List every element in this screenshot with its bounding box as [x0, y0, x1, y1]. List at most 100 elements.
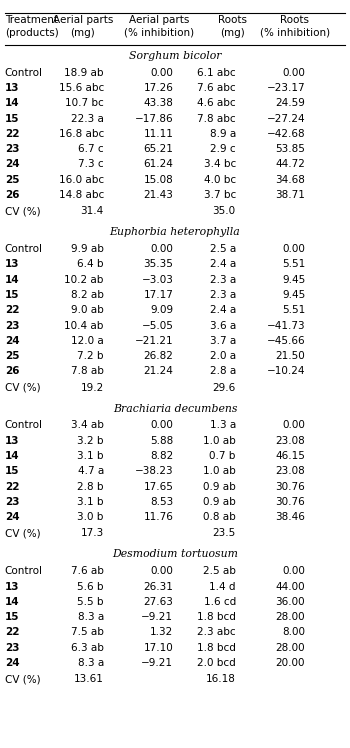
Text: 21.43: 21.43 — [144, 190, 173, 200]
Text: 8.2 ab: 8.2 ab — [71, 290, 104, 300]
Text: 11.11: 11.11 — [144, 129, 173, 139]
Text: 24: 24 — [5, 159, 20, 170]
Text: 2.5 a: 2.5 a — [210, 244, 236, 254]
Text: 14: 14 — [5, 275, 20, 285]
Text: Roots: Roots — [218, 15, 247, 25]
Text: 13.61: 13.61 — [74, 674, 104, 684]
Text: −27.24: −27.24 — [267, 114, 305, 123]
Text: 17.10: 17.10 — [144, 643, 173, 653]
Text: 4.7 a: 4.7 a — [78, 466, 104, 476]
Text: 3.6 a: 3.6 a — [210, 321, 236, 331]
Text: 9.0 ab: 9.0 ab — [71, 305, 104, 315]
Text: 9.09: 9.09 — [150, 305, 173, 315]
Text: 26.82: 26.82 — [144, 351, 173, 361]
Text: 7.6 ab: 7.6 ab — [71, 566, 104, 576]
Text: 0.00: 0.00 — [282, 244, 305, 254]
Text: 17.3: 17.3 — [80, 528, 104, 539]
Text: CV (%): CV (%) — [5, 206, 41, 216]
Text: 1.3 a: 1.3 a — [210, 420, 236, 430]
Text: −3.03: −3.03 — [141, 275, 173, 285]
Text: −9.21: −9.21 — [141, 658, 173, 668]
Text: (mg): (mg) — [220, 28, 245, 38]
Text: 3.1 b: 3.1 b — [77, 497, 104, 507]
Text: 4.6 abc: 4.6 abc — [197, 98, 236, 108]
Text: 2.4 a: 2.4 a — [210, 260, 236, 269]
Text: 0.00: 0.00 — [282, 67, 305, 78]
Text: 1.0 ab: 1.0 ab — [203, 436, 236, 446]
Text: 23: 23 — [5, 497, 19, 507]
Text: 23.08: 23.08 — [275, 466, 305, 476]
Text: 0.00: 0.00 — [150, 420, 173, 430]
Text: Control: Control — [5, 244, 43, 254]
Text: 21.24: 21.24 — [144, 367, 173, 376]
Text: −41.73: −41.73 — [267, 321, 305, 331]
Text: 1.32: 1.32 — [150, 628, 173, 637]
Text: (mg): (mg) — [71, 28, 95, 38]
Text: 3.4 bc: 3.4 bc — [203, 159, 236, 170]
Text: 2.4 a: 2.4 a — [210, 305, 236, 315]
Text: 1.6 cd: 1.6 cd — [203, 597, 236, 607]
Text: 12.0 a: 12.0 a — [71, 336, 104, 346]
Text: 5.6 b: 5.6 b — [77, 581, 104, 592]
Text: 46.15: 46.15 — [275, 451, 305, 461]
Text: −23.17: −23.17 — [267, 83, 305, 93]
Text: −42.68: −42.68 — [267, 129, 305, 139]
Text: 22: 22 — [5, 482, 19, 491]
Text: 8.3 a: 8.3 a — [78, 658, 104, 668]
Text: 0.00: 0.00 — [150, 566, 173, 576]
Text: 22: 22 — [5, 305, 19, 315]
Text: 28.00: 28.00 — [275, 612, 305, 622]
Text: (% inhibition): (% inhibition) — [260, 28, 330, 38]
Text: (% inhibition): (% inhibition) — [124, 28, 195, 38]
Text: 15: 15 — [5, 114, 19, 123]
Text: 2.0 bcd: 2.0 bcd — [197, 658, 236, 668]
Text: Control: Control — [5, 420, 43, 430]
Text: 2.8 b: 2.8 b — [77, 482, 104, 491]
Text: CV (%): CV (%) — [5, 528, 41, 539]
Text: 23.5: 23.5 — [212, 528, 236, 539]
Text: 25: 25 — [5, 175, 19, 185]
Text: 6.7 c: 6.7 c — [78, 144, 104, 154]
Text: 2.3 a: 2.3 a — [210, 275, 236, 285]
Text: 3.2 b: 3.2 b — [77, 436, 104, 446]
Text: −21.21: −21.21 — [135, 336, 173, 346]
Text: 3.1 b: 3.1 b — [77, 451, 104, 461]
Text: −9.21: −9.21 — [141, 612, 173, 622]
Text: 13: 13 — [5, 436, 19, 446]
Text: −17.86: −17.86 — [135, 114, 173, 123]
Text: 24.59: 24.59 — [275, 98, 305, 108]
Text: 6.4 b: 6.4 b — [77, 260, 104, 269]
Text: 26.31: 26.31 — [144, 581, 173, 592]
Text: 2.9 c: 2.9 c — [210, 144, 236, 154]
Text: 27.63: 27.63 — [144, 597, 173, 607]
Text: 38.71: 38.71 — [275, 190, 305, 200]
Text: 22: 22 — [5, 129, 19, 139]
Text: 5.51: 5.51 — [282, 260, 305, 269]
Text: 38.46: 38.46 — [275, 512, 305, 522]
Text: 3.0 b: 3.0 b — [77, 512, 104, 522]
Text: 0.00: 0.00 — [282, 566, 305, 576]
Text: 15: 15 — [5, 466, 19, 476]
Text: 44.72: 44.72 — [275, 159, 305, 170]
Text: 16.8 abc: 16.8 abc — [58, 129, 104, 139]
Text: 10.4 ab: 10.4 ab — [64, 321, 104, 331]
Text: −10.24: −10.24 — [267, 367, 305, 376]
Text: 61.24: 61.24 — [144, 159, 173, 170]
Text: 8.00: 8.00 — [282, 628, 305, 637]
Text: 4.0 bc: 4.0 bc — [204, 175, 236, 185]
Text: 9.45: 9.45 — [282, 275, 305, 285]
Text: 13: 13 — [5, 260, 19, 269]
Text: Roots: Roots — [280, 15, 309, 25]
Text: 13: 13 — [5, 581, 19, 592]
Text: 5.51: 5.51 — [282, 305, 305, 315]
Text: Desmodium tortuosum: Desmodium tortuosum — [112, 550, 238, 560]
Text: 17.65: 17.65 — [144, 482, 173, 491]
Text: −45.66: −45.66 — [267, 336, 305, 346]
Text: 22: 22 — [5, 628, 19, 637]
Text: 6.1 abc: 6.1 abc — [197, 67, 236, 78]
Text: 35.35: 35.35 — [144, 260, 173, 269]
Text: Control: Control — [5, 67, 43, 78]
Text: 23: 23 — [5, 144, 19, 154]
Text: 14: 14 — [5, 597, 20, 607]
Text: 15.6 abc: 15.6 abc — [58, 83, 104, 93]
